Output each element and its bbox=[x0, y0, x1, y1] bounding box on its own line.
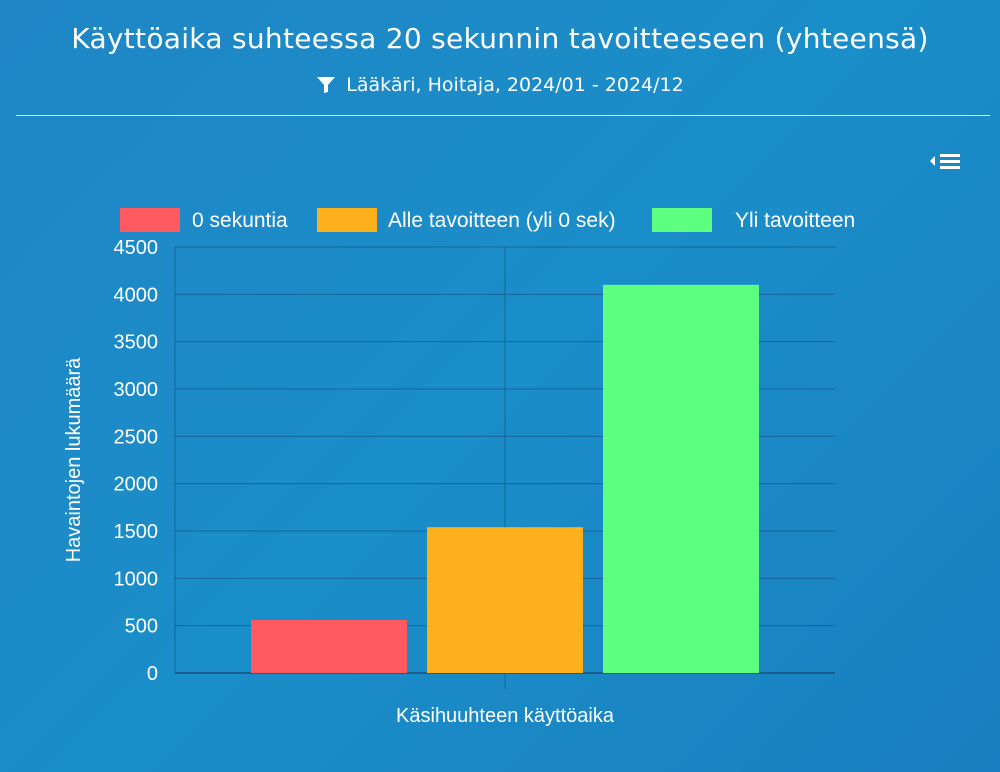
bar-2 bbox=[427, 527, 583, 673]
filter-icon bbox=[317, 77, 336, 93]
chart-menu-button[interactable] bbox=[928, 150, 970, 172]
chart-title: Käyttöaika suhteessa 20 sekunnin tavoitt… bbox=[71, 22, 929, 55]
y-tick-label: 4000 bbox=[114, 284, 159, 306]
y-tick-label: 500 bbox=[125, 616, 158, 638]
legend-swatch bbox=[652, 208, 712, 232]
hamburger-menu-icon bbox=[940, 154, 960, 169]
legend-label: Alle tavoitteen (yli 0 sek) bbox=[388, 209, 616, 232]
legend-swatch bbox=[317, 208, 377, 232]
bar-chart: 0 sekuntia Alle tavoitteen (yli 0 sek) Yli… bbox=[63, 208, 855, 727]
y-tick-label: 1000 bbox=[114, 568, 159, 590]
filter-summary: Lääkäri, Hoitaja, 2024/01 - 2024/12 bbox=[0, 74, 1000, 96]
y-tick-label: 3500 bbox=[114, 332, 159, 354]
y-axis-label: Havaintojen lukumäärä bbox=[63, 357, 85, 562]
y-axis-ticks: 0 500 1000 1500 2000 2500 3000 3500 4000 4500 bbox=[114, 237, 159, 685]
y-tick-label: 1500 bbox=[114, 521, 159, 543]
y-tick-label: 0 bbox=[147, 663, 158, 685]
caret-left-icon bbox=[930, 156, 935, 166]
chart-bars bbox=[251, 284, 759, 673]
legend-label: 0 sekuntia bbox=[192, 209, 288, 232]
filter-text: Lääkäri, Hoitaja, 2024/01 - 2024/12 bbox=[346, 74, 684, 96]
header-divider bbox=[16, 115, 990, 116]
y-tick-label: 2000 bbox=[114, 474, 159, 496]
legend-swatch bbox=[120, 208, 180, 232]
x-axis-label: Käsihuuhteen käyttöaika bbox=[396, 705, 615, 727]
y-tick-label: 4500 bbox=[114, 237, 159, 259]
y-tick-label: 2500 bbox=[114, 426, 159, 448]
bar-1 bbox=[251, 619, 407, 673]
chart-legend: 0 sekuntia Alle tavoitteen (yli 0 sek) Yli… bbox=[120, 208, 855, 232]
legend-label: Yli tavoitteen bbox=[735, 209, 855, 232]
y-tick-label: 3000 bbox=[114, 379, 159, 401]
bar-3 bbox=[603, 284, 759, 673]
